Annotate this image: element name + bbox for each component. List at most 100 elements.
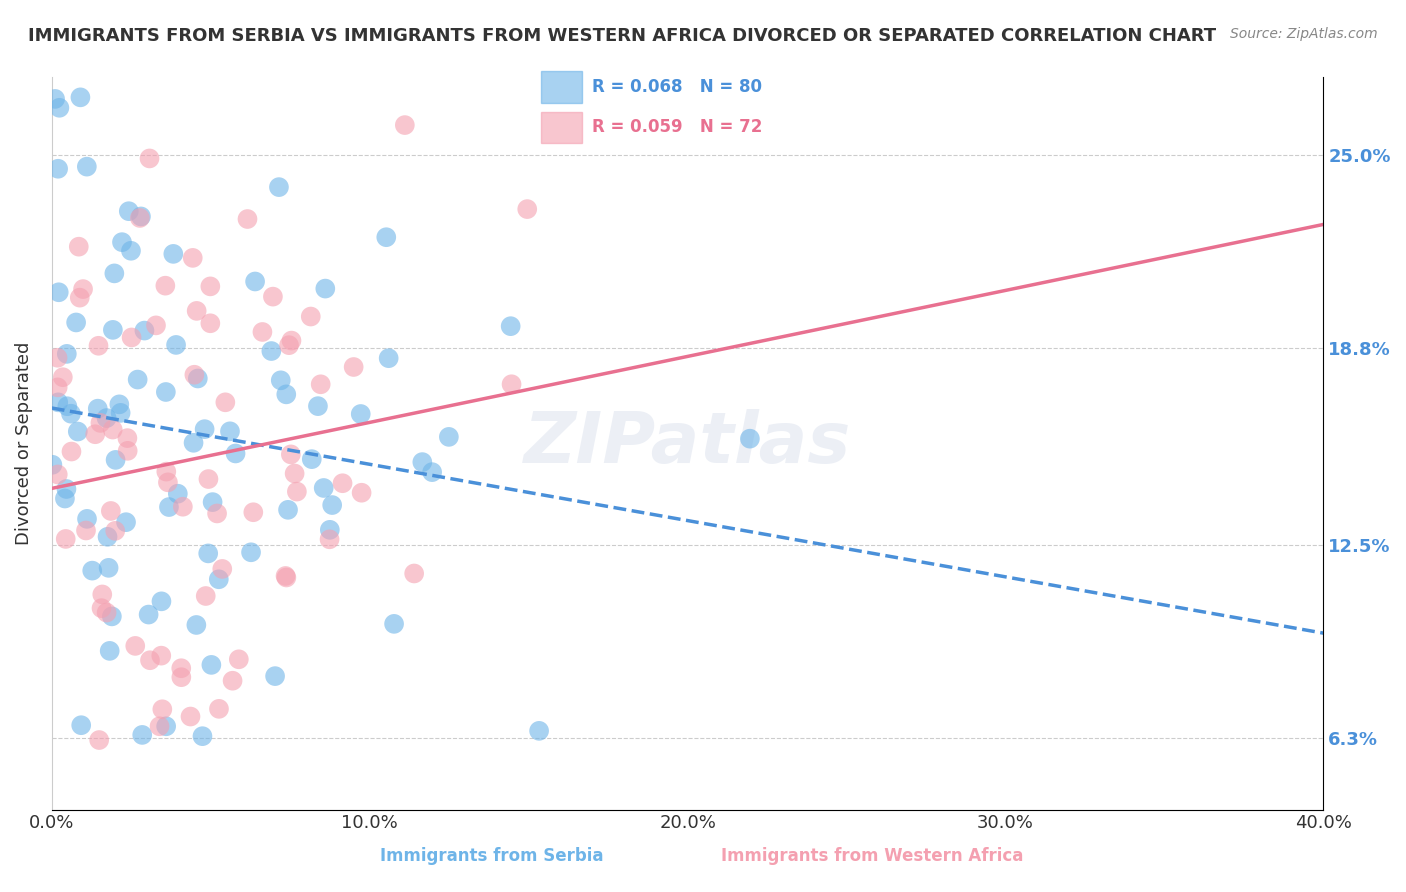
Immigrants from Serbia xyxy=(131,728,153,742)
Immigrants from Serbia xyxy=(264,669,287,683)
Immigrants from Western Africa xyxy=(138,152,160,166)
Immigrants from Western Africa xyxy=(172,500,194,514)
Immigrants from Serbia xyxy=(277,503,299,517)
Immigrants from Serbia xyxy=(155,719,177,733)
Text: Source: ZipAtlas.com: Source: ZipAtlas.com xyxy=(1230,27,1378,41)
Immigrants from Western Africa xyxy=(117,443,139,458)
Bar xyxy=(541,112,582,143)
Immigrants from Western Africa xyxy=(46,380,69,394)
Immigrants from Serbia xyxy=(48,285,70,300)
Immigrants from Western Africa xyxy=(84,427,107,442)
Immigrants from Serbia xyxy=(48,101,70,115)
Immigrants from Serbia xyxy=(118,204,141,219)
Bar xyxy=(541,71,582,103)
Immigrants from Serbia xyxy=(307,399,329,413)
Immigrants from Serbia xyxy=(219,425,242,439)
Immigrants from Western Africa xyxy=(89,416,111,430)
Immigrants from Western Africa xyxy=(67,240,90,254)
Immigrants from Serbia xyxy=(41,458,63,472)
Text: Immigrants from Western Africa: Immigrants from Western Africa xyxy=(720,847,1024,865)
Immigrants from Western Africa xyxy=(214,395,236,409)
Immigrants from Western Africa xyxy=(318,533,340,547)
Immigrants from Western Africa xyxy=(69,291,91,305)
Immigrants from Western Africa xyxy=(183,368,205,382)
Immigrants from Serbia xyxy=(411,455,433,469)
Immigrants from Western Africa xyxy=(101,423,124,437)
Immigrants from Serbia xyxy=(194,422,217,436)
Immigrants from Serbia xyxy=(201,495,224,509)
Immigrants from Serbia xyxy=(499,319,522,334)
Immigrants from Western Africa xyxy=(205,507,228,521)
Immigrants from Serbia xyxy=(101,609,124,624)
Immigrants from Serbia xyxy=(187,371,209,385)
Immigrants from Serbia xyxy=(437,430,460,444)
Immigrants from Western Africa xyxy=(394,118,416,132)
Immigrants from Western Africa xyxy=(55,532,77,546)
Immigrants from Western Africa xyxy=(404,566,426,581)
Immigrants from Western Africa xyxy=(197,472,219,486)
Immigrants from Serbia xyxy=(115,515,138,529)
Immigrants from Serbia xyxy=(104,453,127,467)
Immigrants from Serbia xyxy=(276,387,298,401)
Immigrants from Western Africa xyxy=(236,212,259,227)
Immigrants from Serbia xyxy=(377,351,399,366)
Immigrants from Serbia xyxy=(129,210,152,224)
Immigrants from Serbia xyxy=(101,323,124,337)
Immigrants from Western Africa xyxy=(179,709,201,723)
Text: R = 0.068   N = 80: R = 0.068 N = 80 xyxy=(592,78,762,95)
Immigrants from Western Africa xyxy=(343,359,366,374)
Immigrants from Serbia xyxy=(46,161,69,176)
Immigrants from Western Africa xyxy=(52,370,75,384)
Immigrants from Serbia xyxy=(225,446,247,460)
Immigrants from Serbia xyxy=(44,92,66,106)
Immigrants from Serbia xyxy=(166,486,188,500)
Immigrants from Western Africa xyxy=(278,338,301,352)
Immigrants from Serbia xyxy=(150,594,173,608)
Immigrants from Western Africa xyxy=(96,606,118,620)
Immigrants from Serbia xyxy=(53,491,76,506)
Immigrants from Western Africa xyxy=(181,251,204,265)
Immigrants from Western Africa xyxy=(46,467,69,482)
Immigrants from Western Africa xyxy=(285,484,308,499)
Immigrants from Serbia xyxy=(208,572,231,586)
Immigrants from Serbia xyxy=(186,618,208,632)
Immigrants from Western Africa xyxy=(150,702,173,716)
Immigrants from Serbia xyxy=(134,324,156,338)
Immigrants from Western Africa xyxy=(252,325,274,339)
Immigrants from Serbia xyxy=(200,657,222,672)
Immigrants from Western Africa xyxy=(75,524,97,538)
Immigrants from Serbia xyxy=(97,561,120,575)
Immigrants from Serbia xyxy=(350,407,373,421)
Immigrants from Serbia xyxy=(527,723,550,738)
Immigrants from Western Africa xyxy=(100,504,122,518)
Immigrants from Serbia xyxy=(46,395,69,409)
Immigrants from Serbia xyxy=(314,282,336,296)
Immigrants from Serbia xyxy=(76,160,98,174)
Immigrants from Western Africa xyxy=(242,505,264,519)
Immigrants from Western Africa xyxy=(299,310,322,324)
Text: Immigrants from Serbia: Immigrants from Serbia xyxy=(381,847,603,865)
Immigrants from Serbia xyxy=(56,347,79,361)
Immigrants from Serbia xyxy=(319,523,342,537)
Text: R = 0.059   N = 72: R = 0.059 N = 72 xyxy=(592,118,762,136)
Immigrants from Serbia xyxy=(321,498,343,512)
Immigrants from Serbia xyxy=(65,315,87,329)
Immigrants from Serbia xyxy=(69,90,91,104)
Immigrants from Western Africa xyxy=(91,587,114,601)
Immigrants from Western Africa xyxy=(155,278,177,293)
Immigrants from Serbia xyxy=(127,373,149,387)
Immigrants from Serbia xyxy=(96,530,118,544)
Immigrants from Western Africa xyxy=(148,719,170,733)
Immigrants from Western Africa xyxy=(170,670,193,684)
Immigrants from Serbia xyxy=(267,180,290,194)
Immigrants from Western Africa xyxy=(104,524,127,538)
Immigrants from Western Africa xyxy=(60,444,83,458)
Immigrants from Western Africa xyxy=(121,330,143,344)
Immigrants from Western Africa xyxy=(501,377,523,392)
Immigrants from Western Africa xyxy=(280,447,302,461)
Immigrants from Western Africa xyxy=(117,431,139,445)
Immigrants from Western Africa xyxy=(262,290,284,304)
Immigrants from Serbia xyxy=(56,399,79,413)
Immigrants from Western Africa xyxy=(516,202,538,216)
Immigrants from Serbia xyxy=(197,546,219,560)
